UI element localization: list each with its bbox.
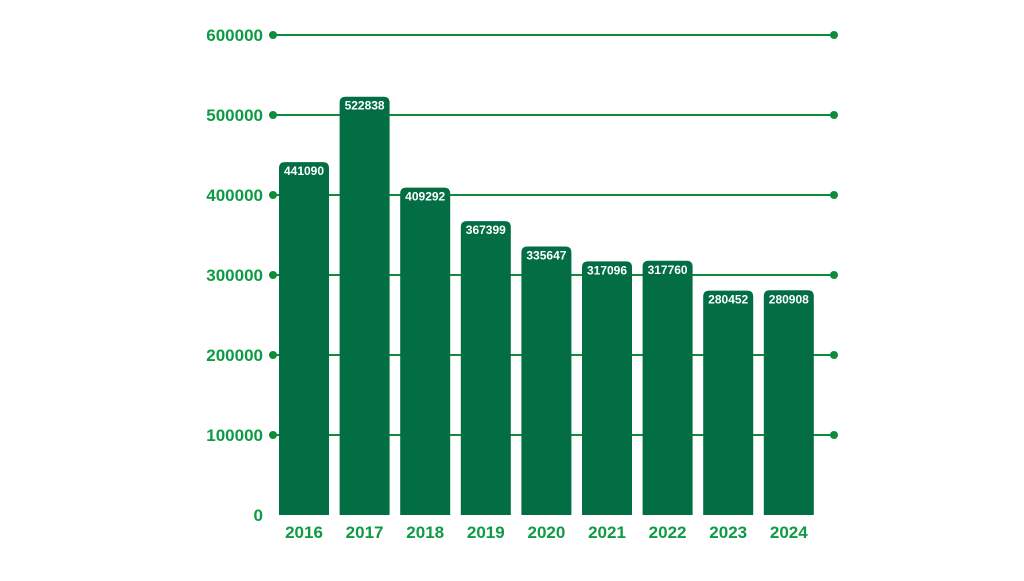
y-tick-label: 100000 [206,426,263,445]
bar-value-label: 280452 [708,293,748,307]
bar-2016 [279,162,329,516]
gridline-dot-left [269,191,277,199]
bar-2019 [460,221,511,515]
y-tick-label: 0 [254,506,263,525]
x-tick-label-2018: 2018 [406,523,444,542]
y-tick-label: 500000 [206,106,263,125]
gridline-dot-left [269,431,277,439]
x-tick-label-2022: 2022 [649,523,687,542]
x-tick-label-2024: 2024 [770,523,808,542]
bar-value-label: 280908 [769,292,809,306]
gridline-dot-right [830,431,838,439]
bar-2020 [521,246,572,515]
y-tick-label: 400000 [206,186,263,205]
y-tick-label: 200000 [206,346,263,365]
gridline-dot-right [830,271,838,279]
bar-value-label: 522838 [345,99,385,113]
bar-2021 [582,261,632,515]
bars [279,96,814,516]
x-tick-label-2023: 2023 [709,523,747,542]
x-tick-label-2019: 2019 [467,523,505,542]
y-tick-label: 600000 [206,26,263,45]
bar-value-label: 409292 [405,190,445,204]
gridline-dot-right [830,191,838,199]
x-tick-label-2017: 2017 [346,523,384,542]
gridline-dot-right [830,111,838,119]
gridline-dot-right [830,31,838,39]
x-tick-label-2020: 2020 [527,523,565,542]
bar-2024 [763,290,814,515]
x-axis-tick-labels: 2016 2017 2018 2019 2020 2021 2022 2023 2024 [285,523,808,542]
gridline-dot-left [269,271,277,279]
bar-value-label: 367399 [466,223,506,237]
y-axis-tick-labels: 0 100000 200000 300000 400000 500000 600000 [206,26,263,525]
x-tick-label-2021: 2021 [588,523,626,542]
bar-2017 [339,96,390,515]
bar-value-label: 317096 [587,263,627,277]
gridline-dot-left [269,351,277,359]
bar-2018 [400,187,451,515]
gridline-dot-left [269,111,277,119]
bar-value-label: 441090 [284,164,324,178]
x-tick-label-2016: 2016 [285,523,323,542]
y-tick-label: 300000 [206,266,263,285]
bar-value-label: 335647 [526,248,566,262]
gridline-dot-right [830,351,838,359]
bar-value-label: 317760 [648,263,688,277]
bar-value-labels: 441090 522838 409292 367399 335647 317096 3177… [284,99,809,307]
bar-2023 [703,290,754,515]
gridline-dot-left [269,31,277,39]
bar-2022 [642,260,693,515]
